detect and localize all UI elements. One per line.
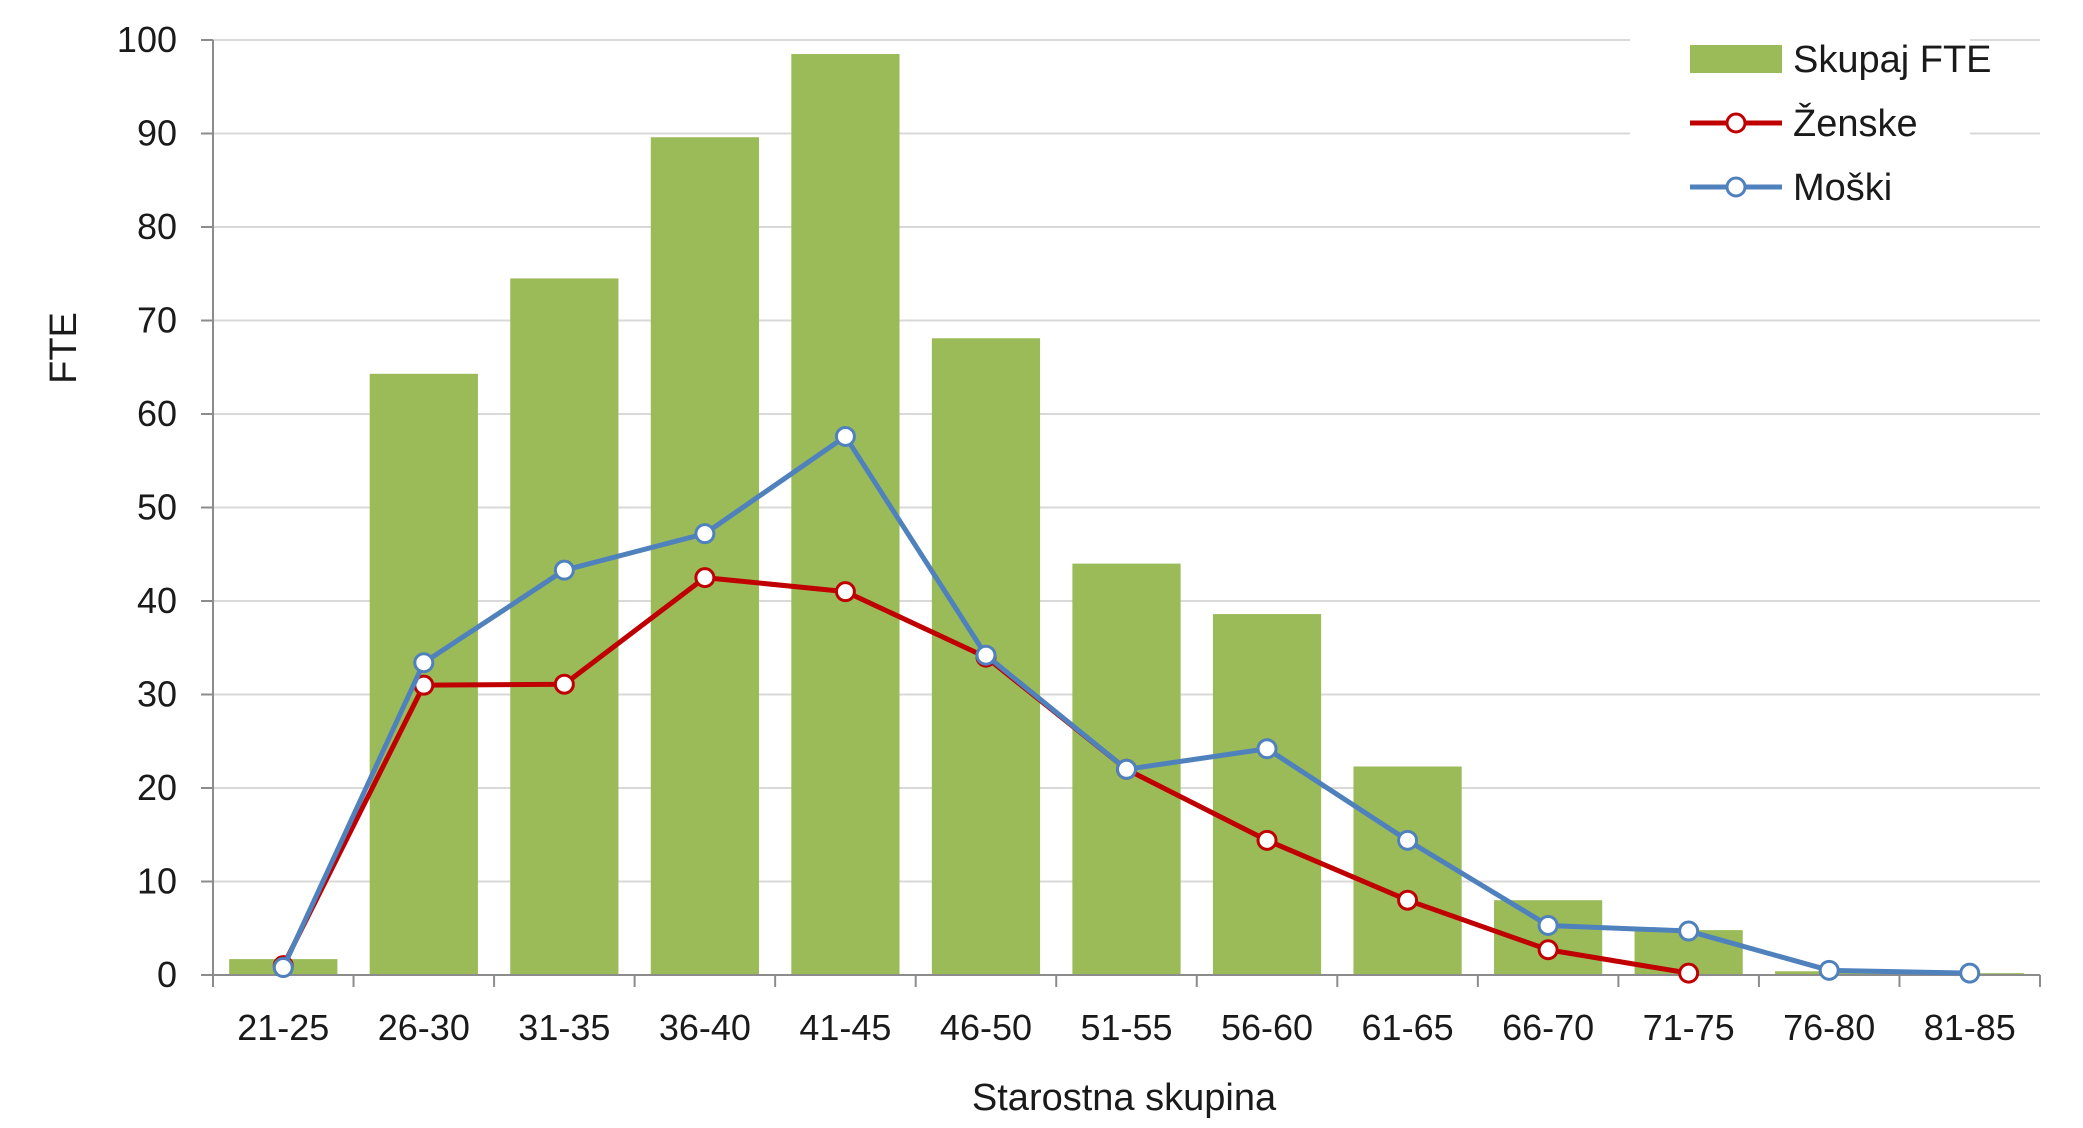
legend: Skupaj FTE Ženske Moški <box>1630 18 1992 222</box>
data-point <box>834 581 856 603</box>
x-tick-labels: 21-25 26-30 31-35 36-40 41-45 46-50 51-55 56-60… <box>237 1007 2016 1048</box>
y-tick-label: 60 <box>137 393 177 434</box>
y-tick-label: 70 <box>137 300 177 341</box>
x-tick-label: 31-35 <box>518 1007 610 1048</box>
data-point <box>413 652 435 674</box>
y-tick-label: 100 <box>117 19 177 60</box>
x-tick-label: 61-65 <box>1362 1007 1454 1048</box>
y-tick-labels: 0 10 20 30 40 50 60 70 80 90 100 <box>117 19 177 995</box>
bar <box>791 54 900 975</box>
legend-label: Moški <box>1793 167 1892 209</box>
y-tick-label: 10 <box>137 861 177 902</box>
y-tick-label: 0 <box>157 954 177 995</box>
x-tick-label: 46-50 <box>940 1007 1032 1048</box>
data-point <box>1678 962 1700 984</box>
bar <box>510 278 619 975</box>
bar <box>369 373 478 975</box>
x-tick-label: 41-45 <box>799 1007 891 1048</box>
y-tick-label: 30 <box>137 674 177 715</box>
data-point <box>1537 939 1559 961</box>
data-point <box>694 523 716 545</box>
x-axis-title: Starostna skupina <box>972 1077 1277 1119</box>
legend-label: Ženske <box>1793 102 1918 145</box>
axes <box>201 39 2041 987</box>
data-point <box>1116 758 1137 780</box>
data-point <box>1397 889 1419 911</box>
x-tick-label: 21-25 <box>237 1007 329 1048</box>
x-tick-label: 66-70 <box>1502 1007 1594 1048</box>
data-point <box>694 567 716 589</box>
legend-background <box>1630 18 1970 222</box>
x-tick-label: 26-30 <box>378 1007 470 1048</box>
x-tick-label: 71-75 <box>1643 1007 1735 1048</box>
data-point <box>1959 962 1981 984</box>
data-point <box>1256 829 1278 851</box>
y-tick-label: 80 <box>137 206 177 247</box>
data-point <box>553 559 575 581</box>
y-tick-label: 90 <box>137 113 177 154</box>
data-point <box>1256 738 1278 760</box>
data-point <box>553 673 575 695</box>
legend-swatch-bar <box>1690 45 1782 73</box>
legend-swatch-marker <box>1725 112 1747 134</box>
data-point <box>272 957 294 979</box>
x-tick-label: 76-80 <box>1783 1007 1875 1048</box>
y-tick-label: 40 <box>137 580 177 621</box>
data-point <box>1537 914 1559 936</box>
y-tick-label: 20 <box>137 767 177 808</box>
data-point <box>1397 829 1419 851</box>
bar-series <box>229 54 2024 976</box>
data-point <box>834 425 856 447</box>
bar <box>1353 766 1462 975</box>
y-tick-label: 50 <box>137 487 177 528</box>
bar <box>1212 614 1322 975</box>
legend-label: Skupaj FTE <box>1793 39 1992 81</box>
data-point <box>975 644 997 666</box>
x-tick-label: 51-55 <box>1080 1007 1172 1048</box>
data-point <box>1818 959 1840 981</box>
y-axis-title: FTE <box>43 312 85 384</box>
x-tick-label: 81-85 <box>1924 1007 2016 1048</box>
legend-swatch-marker <box>1725 176 1747 198</box>
x-tick-label: 56-60 <box>1221 1007 1313 1048</box>
line-series <box>272 425 1981 984</box>
x-tick-label: 36-40 <box>659 1007 751 1048</box>
data-point <box>1678 920 1700 942</box>
bar <box>650 137 759 976</box>
